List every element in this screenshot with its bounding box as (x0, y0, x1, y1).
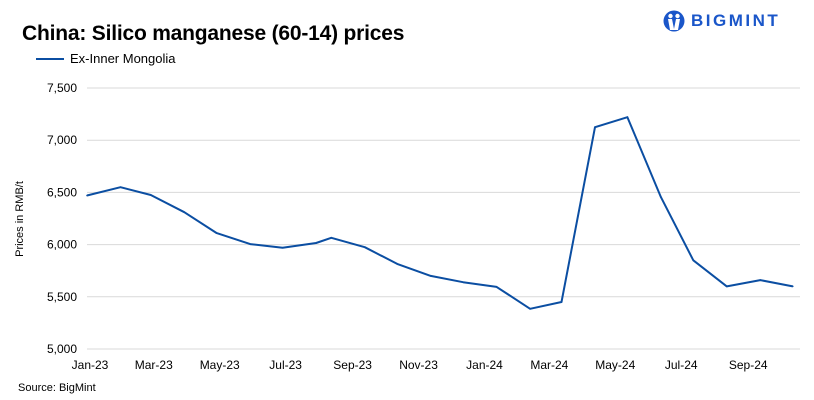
x-tick-label: Jul-24 (665, 358, 698, 372)
x-tick-label: May-23 (200, 358, 240, 372)
data-point (495, 286, 498, 288)
x-tick-label: Nov-23 (399, 358, 438, 372)
y-tick-label: 5,000 (47, 342, 77, 356)
x-tick-label: Jan-24 (466, 358, 503, 372)
data-point (594, 126, 596, 128)
x-tick-label: Sep-23 (333, 358, 372, 372)
data-point (86, 194, 88, 197)
data-point (759, 279, 762, 281)
data-point (281, 246, 284, 249)
data-point (396, 263, 398, 265)
y-tick-label: 7,500 (47, 81, 77, 95)
legend: Ex-Inner Mongolia (36, 51, 176, 66)
y-tick-label: 6,500 (47, 185, 77, 199)
x-tick-label: Sep-24 (729, 358, 768, 372)
data-point (183, 211, 186, 214)
data-point (315, 242, 317, 244)
legend-swatch (36, 57, 64, 60)
y-axis-label: Prices in RMB/t (14, 181, 26, 257)
logo-icon (663, 10, 685, 32)
data-point (660, 196, 662, 198)
logo-text: BIGMINT (691, 11, 781, 30)
data-point (429, 275, 432, 277)
data-point (626, 116, 629, 119)
source-note: Source: BigMint (18, 382, 96, 394)
data-point (791, 285, 794, 288)
data-point (215, 232, 218, 234)
data-point (560, 301, 563, 303)
data-point (330, 237, 333, 239)
data-point (726, 285, 728, 288)
data-point (149, 194, 152, 196)
bigmint-logo: BIGMINT (663, 9, 780, 33)
data-point (249, 243, 252, 245)
x-tick-label: Mar-24 (530, 358, 568, 372)
data-point (692, 259, 695, 262)
x-tick-label: Mar-23 (135, 358, 173, 372)
data-point (119, 186, 122, 188)
x-tick-label: Jul-23 (269, 358, 302, 372)
x-tick-label: May-24 (595, 358, 635, 372)
chart-title: China: Silico manganese (60-14) prices (22, 22, 405, 45)
y-tick-label: 7,000 (47, 133, 77, 147)
data-point (529, 308, 531, 310)
y-tick-label: 6,000 (47, 238, 77, 252)
data-point (462, 281, 464, 283)
legend-label: Ex-Inner Mongolia (70, 51, 176, 66)
series-line (86, 116, 793, 310)
data-point (363, 246, 366, 249)
y-tick-label: 5,500 (47, 290, 77, 304)
x-tick-label: Jan-23 (72, 358, 109, 372)
